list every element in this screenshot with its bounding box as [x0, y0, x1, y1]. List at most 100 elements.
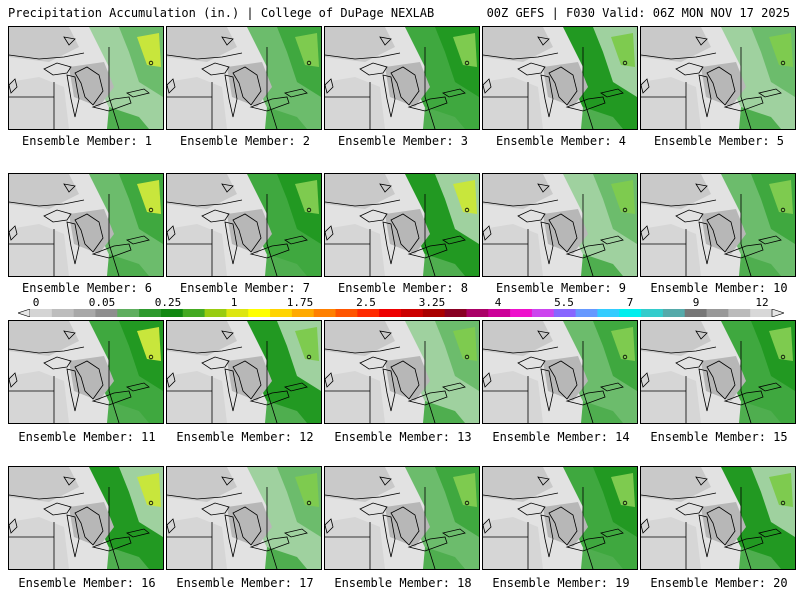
colorbar-segment — [204, 309, 227, 317]
ensemble-member-label: Ensemble Member: 3 — [337, 134, 469, 148]
ensemble-member-map — [482, 173, 638, 277]
colorbar-segment — [684, 309, 708, 317]
ensemble-member-map — [8, 173, 164, 277]
colorbar-segment — [30, 309, 53, 317]
colorbar-segment — [73, 309, 96, 317]
ensemble-member-map — [482, 466, 638, 570]
precipitation-map — [9, 27, 163, 129]
precipitation-map — [325, 321, 479, 423]
colorbar-segment — [379, 309, 402, 317]
colorbar-segment — [95, 309, 118, 317]
colorbar-segment — [357, 309, 380, 317]
ensemble-member-map — [640, 466, 796, 570]
colorbar-tick-label: 0.05 — [88, 296, 116, 309]
ensemble-member-label: Ensemble Member: 12 — [176, 430, 314, 444]
ensemble-member-map — [482, 26, 638, 130]
colorbar-tick-label: 1.75 — [286, 296, 314, 309]
colorbar-max-arrow — [771, 309, 784, 317]
colorbar-tick-label: 1 — [230, 296, 238, 309]
colorbar-segment — [750, 309, 773, 317]
ensemble-member-label: Ensemble Member: 18 — [334, 576, 472, 590]
precipitation-map — [325, 27, 479, 129]
ensemble-member-label: Ensemble Member: 9 — [495, 281, 627, 295]
model-run-info: 00Z GEFS | F030 Valid: 06Z MON NOV 17 20… — [486, 6, 790, 20]
precipitation-map — [641, 27, 795, 129]
colorbar-tick-label: 2.5 — [356, 296, 376, 309]
colorbar-segment — [619, 309, 642, 317]
colorbar-tick-label: 0.25 — [154, 296, 182, 309]
precipitation-map — [325, 174, 479, 276]
ensemble-member-map — [324, 26, 480, 130]
colorbar-segment — [182, 309, 206, 317]
colorbar-segment — [531, 309, 555, 317]
ensemble-member-label: Ensemble Member: 6 — [21, 281, 153, 295]
colorbar-segment — [422, 309, 446, 317]
colorbar-tick-label: 12 — [755, 296, 769, 309]
precipitation-map — [483, 467, 637, 569]
ensemble-member-label: Ensemble Member: 7 — [179, 281, 311, 295]
precipitation-map — [9, 321, 163, 423]
ensemble-member-label: Ensemble Member: 8 — [337, 281, 469, 295]
precipitation-map — [167, 27, 321, 129]
ensemble-member-map — [482, 320, 638, 424]
ensemble-member-map — [166, 320, 322, 424]
colorbar-tick-label: 3.25 — [418, 296, 446, 309]
colorbar-segment — [313, 309, 337, 317]
colorbar-segment — [270, 309, 293, 317]
colorbar-segment — [335, 309, 358, 317]
colorbar-segment — [160, 309, 184, 317]
precipitation-colorbar — [18, 309, 784, 317]
colorbar-segment — [117, 309, 140, 317]
ensemble-member-map — [166, 26, 322, 130]
precipitation-map — [641, 467, 795, 569]
colorbar-tick-label: 5.5 — [554, 296, 574, 309]
colorbar-segment — [444, 309, 467, 317]
colorbar-segment — [248, 309, 271, 317]
precipitation-map — [325, 467, 479, 569]
ensemble-member-label: Ensemble Member: 10 — [650, 281, 788, 295]
precipitation-map — [641, 321, 795, 423]
colorbar-segment — [728, 309, 751, 317]
ensemble-member-label: Ensemble Member: 16 — [18, 576, 156, 590]
precipitation-map — [167, 321, 321, 423]
ensemble-member-label: Ensemble Member: 15 — [650, 430, 788, 444]
colorbar-min-arrow — [18, 309, 31, 317]
ensemble-member-map — [166, 173, 322, 277]
colorbar-segment — [706, 309, 729, 317]
colorbar-segment — [641, 309, 664, 317]
ensemble-member-map — [8, 320, 164, 424]
colorbar-segment — [553, 309, 577, 317]
ensemble-member-label: Ensemble Member: 5 — [653, 134, 785, 148]
ensemble-member-map — [8, 466, 164, 570]
colorbar-segment — [291, 309, 315, 317]
ensemble-member-map — [324, 320, 480, 424]
colorbar-segment — [51, 309, 75, 317]
precipitation-map — [483, 27, 637, 129]
ensemble-member-map — [8, 26, 164, 130]
colorbar-tick-label: 0 — [32, 296, 40, 309]
precipitation-map — [9, 467, 163, 569]
ensemble-member-label: Ensemble Member: 11 — [18, 430, 156, 444]
ensemble-member-map — [166, 466, 322, 570]
colorbar-segment — [662, 309, 686, 317]
colorbar-tick-label: 9 — [692, 296, 700, 309]
ensemble-member-map — [324, 466, 480, 570]
ensemble-member-label: Ensemble Member: 17 — [176, 576, 314, 590]
colorbar-segment — [510, 309, 533, 317]
ensemble-member-label: Ensemble Member: 20 — [650, 576, 788, 590]
precipitation-map — [641, 174, 795, 276]
precipitation-map — [167, 174, 321, 276]
colorbar-tick-label: 7 — [626, 296, 634, 309]
ensemble-member-label: Ensemble Member: 19 — [492, 576, 630, 590]
colorbar-segment — [401, 309, 424, 317]
colorbar-segment — [226, 309, 249, 317]
ensemble-member-map — [640, 26, 796, 130]
ensemble-member-label: Ensemble Member: 1 — [21, 134, 153, 148]
ensemble-member-label: Ensemble Member: 13 — [334, 430, 472, 444]
colorbar-segment — [597, 309, 620, 317]
colorbar-segment — [466, 309, 489, 317]
precipitation-map — [483, 174, 637, 276]
ensemble-member-label: Ensemble Member: 14 — [492, 430, 630, 444]
colorbar-segment — [139, 309, 162, 317]
ensemble-member-label: Ensemble Member: 2 — [179, 134, 311, 148]
